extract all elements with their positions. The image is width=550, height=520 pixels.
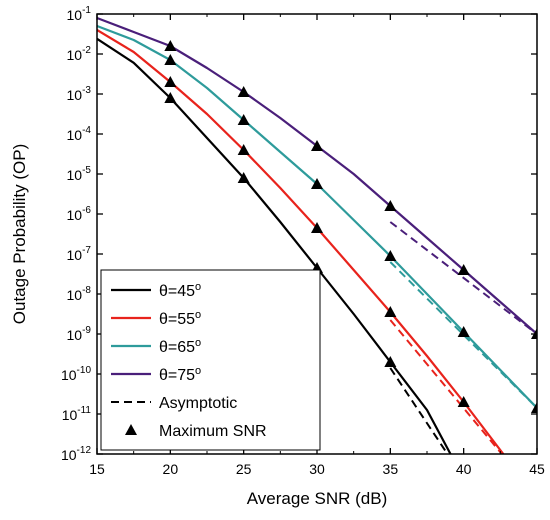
y-tick-label: 10-7 [67, 245, 92, 263]
max-snr-marker [164, 92, 177, 103]
max-snr-marker [457, 264, 470, 275]
y-tick-label: 10-2 [67, 45, 92, 63]
y-tick-label: 10-12 [61, 445, 91, 463]
x-tick-label: 30 [309, 461, 325, 477]
y-tick-label: 10-4 [67, 125, 92, 143]
max-snr-marker [457, 396, 470, 407]
y-tick-label: 10-5 [67, 165, 92, 183]
legend-label-asymptotic: Asymptotic [159, 395, 237, 412]
legend-box [100, 269, 321, 451]
max-snr-marker [457, 326, 470, 337]
x-tick-label: 20 [163, 461, 179, 477]
x-tick-label: 25 [236, 461, 252, 477]
x-tick-label: 35 [383, 461, 399, 477]
asymptotic-line-1 [389, 367, 449, 454]
y-tick-label: 10-6 [67, 205, 92, 223]
legend-swatch-max-snr [125, 424, 137, 435]
series-line-2 [97, 29, 505, 454]
y-tick-label: 10-11 [62, 405, 92, 423]
max-snr-marker [237, 86, 250, 97]
x-tick-label: 45 [529, 461, 545, 477]
max-snr-marker [384, 250, 397, 261]
x-axis-title: Average SNR (dB) [247, 489, 387, 508]
max-snr-marker [311, 178, 323, 189]
max-snr-marker [164, 40, 177, 51]
max-snr-marker [384, 200, 397, 211]
legend-label-1: θ=45o [159, 281, 201, 300]
max-snr-marker [311, 140, 323, 151]
y-tick-label: 10-1 [67, 5, 92, 23]
plot-area [97, 16, 537, 454]
asymptotic-line-3 [389, 261, 537, 409]
asymptotic-line-4 [389, 221, 537, 335]
max-snr-marker [531, 402, 537, 413]
max-snr-marker [384, 306, 397, 317]
plot-series-group [97, 16, 537, 454]
y-tick-label: 10-10 [61, 365, 91, 383]
legend-label-3: θ=65o [159, 337, 201, 356]
max-snr-marker [164, 76, 177, 87]
legend-label-4: θ=75o [159, 365, 201, 384]
max-snr-marker [237, 144, 250, 155]
max-snr-marker [164, 54, 177, 65]
max-snr-marker [237, 172, 250, 183]
y-axis-title: Outage Probability (OP) [10, 144, 29, 324]
max-snr-marker [311, 222, 323, 233]
axis-ticks: 15 20 25 30 35 40 45 10-1 10-2 10-3 10-4 10-5 10-6 10… [61, 5, 545, 477]
x-tick-label: 15 [89, 461, 105, 477]
legend-label-max-snr: Maximum SNR [159, 423, 267, 440]
x-tick-label: 40 [456, 461, 472, 477]
max-snr-marker [237, 114, 250, 125]
legend: θ=45o θ=55o θ=65o θ=75o Asymptotic Maximum SN… [100, 269, 321, 451]
max-snr-marker [384, 356, 397, 367]
y-tick-label: 10-8 [67, 285, 92, 303]
y-tick-label: 10-3 [67, 85, 92, 103]
asymptotic-line-2 [389, 319, 503, 454]
series-line-1 [97, 37, 452, 454]
y-tick-label: 10-9 [67, 325, 92, 343]
legend-label-2: θ=55o [159, 309, 201, 328]
